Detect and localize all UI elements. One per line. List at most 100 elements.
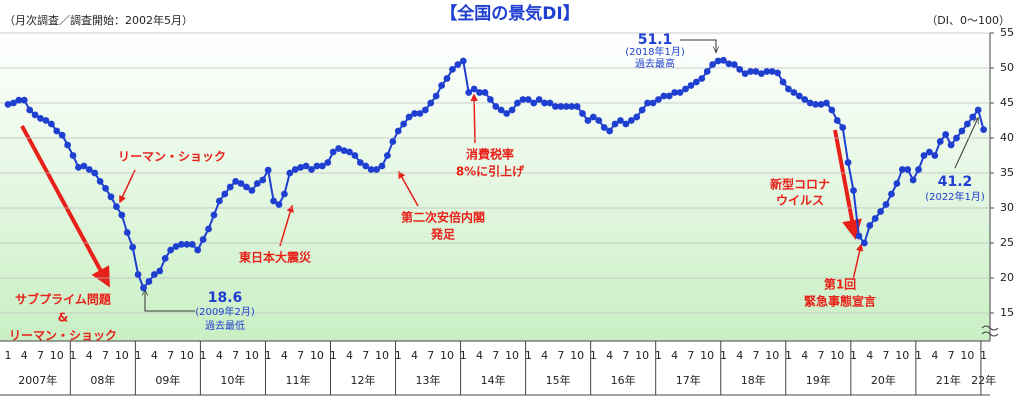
data-point [150, 271, 158, 278]
data-point [698, 75, 706, 82]
arrow [470, 93, 478, 144]
data-point [308, 166, 315, 173]
data-point [26, 106, 34, 114]
year-label: 13年 [416, 373, 441, 387]
data-point [736, 66, 744, 73]
year-label: 09年 [155, 373, 180, 387]
data-point [329, 148, 337, 156]
data-point [936, 138, 944, 145]
data-point [313, 162, 321, 170]
year-label: 11年 [285, 373, 310, 387]
data-point [617, 117, 624, 124]
arrow [20, 125, 110, 288]
data-point [362, 162, 370, 170]
data-point [394, 127, 402, 135]
data-point [80, 162, 88, 170]
data-point [882, 201, 890, 208]
data-point [459, 57, 467, 65]
data-point [682, 85, 689, 93]
arrow [852, 243, 864, 281]
data-point [145, 278, 153, 285]
x-tick-label: 10 [180, 349, 194, 362]
x-tick-label: 10 [895, 349, 909, 362]
data-point [286, 169, 294, 177]
data-point [871, 215, 879, 222]
year-label: 12年 [351, 373, 376, 387]
data-point [812, 101, 819, 108]
data-point [367, 166, 375, 173]
data-point [595, 117, 603, 124]
x-tick-label: 4 [86, 349, 93, 362]
data-point [866, 222, 874, 229]
annotation: 51.1 [638, 32, 673, 48]
arrow [680, 39, 716, 52]
x-tick-label: 10 [570, 349, 584, 362]
subtitle: （月次調査／調査開始：2002年5月） [4, 13, 193, 27]
data-point [64, 141, 72, 149]
x-tick-label: 1 [850, 349, 857, 362]
data-point [600, 124, 608, 131]
x-tick-label: 4 [281, 349, 288, 362]
data-point [768, 68, 776, 75]
data-point [156, 267, 164, 275]
x-tick-label: 4 [216, 349, 223, 362]
data-point [346, 148, 353, 156]
x-tick-label: 7 [232, 349, 239, 362]
data-point [622, 120, 630, 128]
data-point [757, 70, 765, 77]
data-point [405, 113, 413, 121]
x-tick-label: 4 [931, 349, 938, 362]
x-tick-label: 1 [330, 349, 337, 362]
data-point [844, 159, 852, 166]
data-point [877, 208, 885, 215]
data-point [969, 113, 977, 121]
arrow [398, 170, 419, 207]
data-point [692, 78, 700, 86]
x-tick-label: 10 [50, 349, 64, 362]
annotation: & [58, 311, 68, 325]
data-point [270, 197, 277, 205]
data-point [259, 176, 267, 184]
data-point [638, 106, 646, 114]
data-point [297, 164, 305, 171]
data-point [20, 96, 28, 104]
arrow [833, 129, 862, 240]
data-point [687, 82, 695, 89]
data-point [400, 120, 408, 128]
data-point [649, 99, 657, 107]
y-tick-label: 35 [1000, 166, 1014, 179]
data-point [660, 92, 668, 100]
annotation: (2009年2月) [195, 305, 255, 318]
data-point [351, 152, 359, 159]
data-point [747, 68, 754, 75]
data-point [47, 120, 55, 128]
x-tick-label: 10 [310, 349, 324, 362]
data-point [888, 190, 895, 198]
data-point [4, 101, 12, 108]
data-point [552, 103, 559, 110]
data-point [69, 152, 77, 159]
data-point [378, 162, 386, 170]
data-point [53, 127, 61, 135]
x-tick-label: 10 [440, 349, 454, 362]
x-tick-label: 1 [720, 349, 727, 362]
data-point [302, 162, 310, 170]
data-point [839, 124, 847, 131]
x-tick-label: 1 [200, 349, 207, 362]
data-point [497, 106, 505, 114]
data-point [416, 110, 424, 117]
x-tick-label: 7 [687, 349, 694, 362]
y-tick-label: 55 [1000, 26, 1014, 39]
year-label: 17年 [676, 373, 701, 387]
x-tick-label: 10 [830, 349, 844, 362]
data-point [850, 187, 857, 194]
data-point [476, 89, 483, 96]
data-point [730, 61, 738, 68]
x-tick-label: 4 [736, 349, 743, 362]
data-point [611, 120, 619, 128]
data-point [725, 60, 733, 68]
y-tick-label: 45 [1000, 96, 1014, 109]
x-tick-label: 7 [622, 349, 629, 362]
data-point [215, 197, 223, 205]
